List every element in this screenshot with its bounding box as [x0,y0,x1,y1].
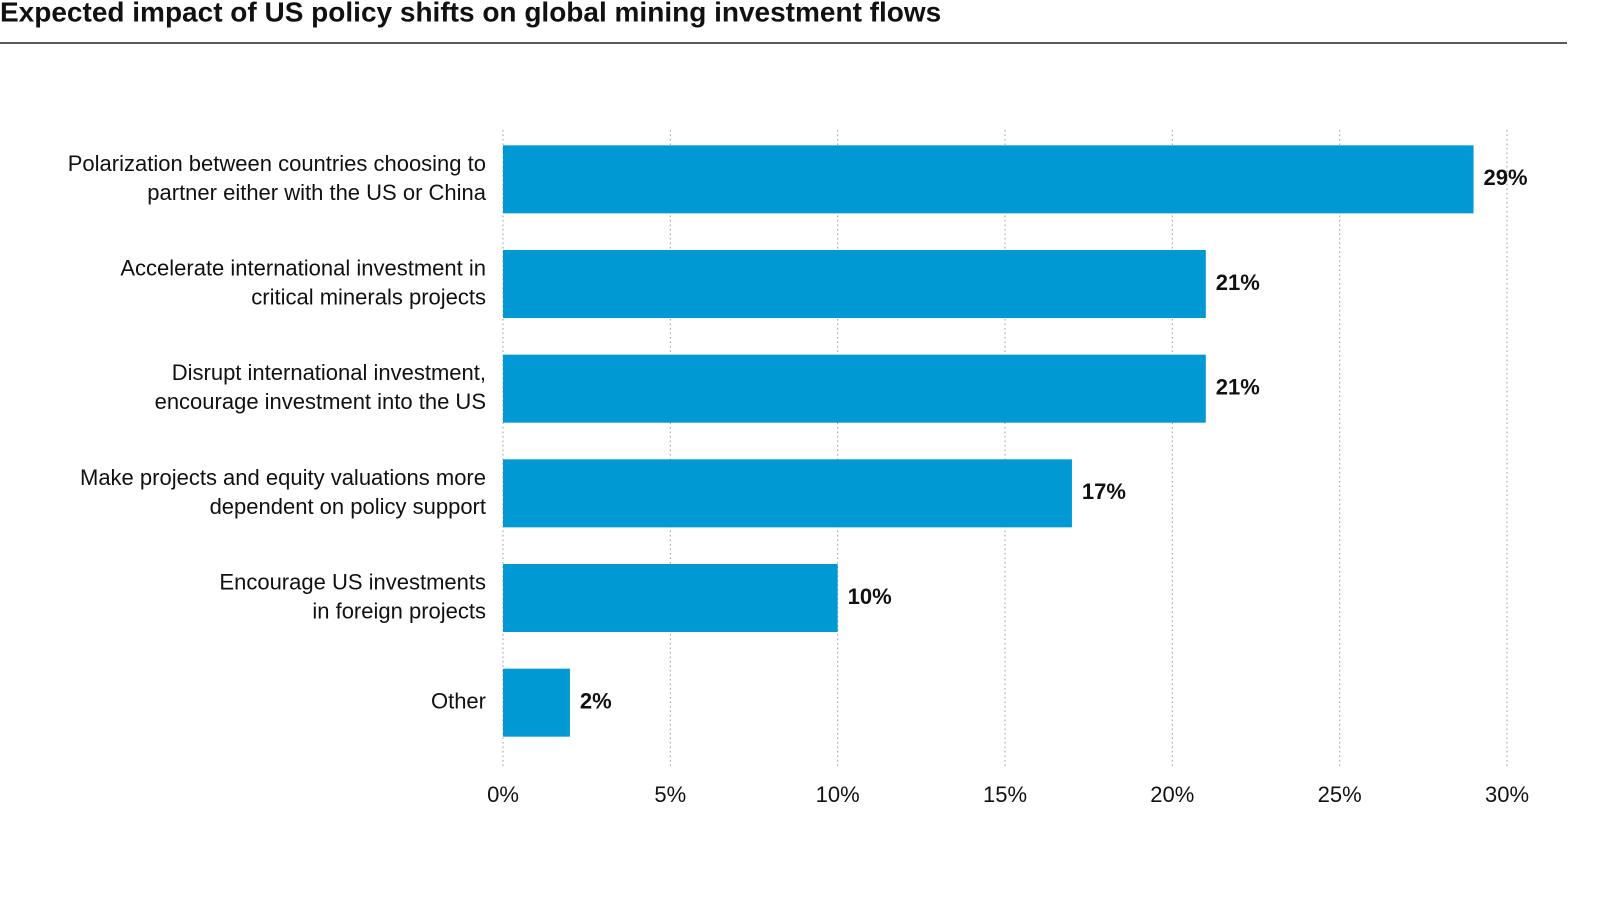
value-label: 29% [1484,165,1528,190]
x-tick-label: 0% [487,782,519,807]
x-tick-label: 20% [1150,782,1194,807]
y-tick-label: Other [431,688,486,713]
y-tick-label: Encourage US investments in foreign proje… [219,569,486,623]
bar [503,668,570,737]
x-tick-label: 30% [1485,782,1529,807]
y-tick-label: Polarization between countries choosing … [68,151,487,205]
x-tick-label: 15% [983,782,1027,807]
bar [503,564,838,632]
value-label: 2% [580,688,612,713]
y-tick-label: Accelerate international investment in cr… [120,255,486,309]
chart-title: Expected impact of US policy shifts on g… [0,0,941,27]
bar [503,145,1474,214]
value-label: 21% [1216,270,1260,295]
value-label: 17% [1082,479,1126,504]
y-tick-label: Disrupt international investment, encoura… [155,360,486,414]
x-tick-label: 10% [816,782,860,807]
bar [503,354,1206,423]
x-tick-label: 25% [1318,782,1362,807]
bar [503,459,1072,528]
bar [503,250,1206,318]
y-tick-label: Make projects and equity valuations more… [80,465,486,519]
x-tick-label: 5% [654,782,686,807]
value-label: 10% [848,584,892,609]
value-label: 21% [1216,374,1260,399]
